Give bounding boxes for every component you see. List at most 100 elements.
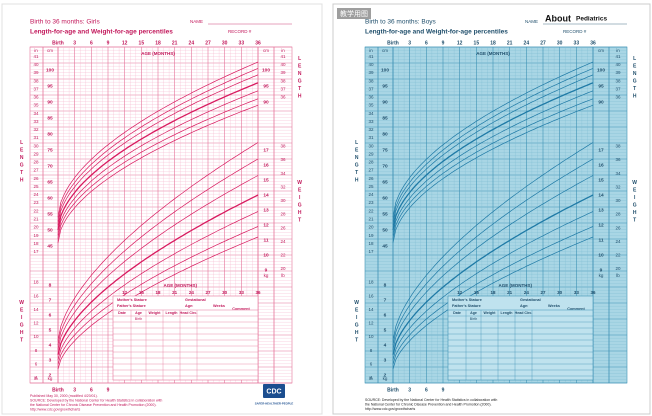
age-tick-label: 15 bbox=[139, 290, 145, 295]
length-axis-label: LENGTH bbox=[354, 140, 360, 185]
age-tick-label: 18 bbox=[490, 40, 496, 46]
age-axis-label: AGE (MONTHS) bbox=[163, 283, 197, 288]
weight-kg-label: 2 bbox=[49, 372, 52, 378]
age-tick-label: Birth bbox=[387, 387, 399, 393]
name-label: NAME bbox=[525, 19, 538, 24]
weight-kg-label: 9 bbox=[265, 267, 268, 273]
age-tick-label: 18 bbox=[155, 40, 161, 46]
length-in-label: 31 bbox=[33, 135, 39, 140]
length-in-label: 17 bbox=[368, 249, 374, 254]
age-tick-label: 6 bbox=[425, 387, 428, 393]
length-in-label: 24 bbox=[33, 192, 39, 197]
table-label: Gestational bbox=[185, 298, 206, 302]
table-label: Comment bbox=[232, 307, 250, 311]
length-cm-label: 60 bbox=[382, 195, 388, 201]
age-tick-label: 30 bbox=[222, 40, 228, 46]
age-tick-label: 12 bbox=[122, 40, 128, 46]
table-column-header: Date bbox=[453, 311, 461, 315]
title: Birth to 36 months: Boys bbox=[365, 19, 437, 26]
length-in-label: 33 bbox=[33, 119, 39, 124]
weight-lb-label: 6 bbox=[35, 361, 38, 366]
weight-lb-label: 34 bbox=[280, 171, 286, 176]
weight-lb-label: 20 bbox=[615, 266, 621, 271]
weight-axis-label: WEIGHT bbox=[354, 300, 360, 345]
length-cm-label: 65 bbox=[47, 179, 53, 185]
table-column-header: Age bbox=[135, 311, 142, 315]
percentile-curve bbox=[57, 74, 259, 226]
length-in-label: 41 bbox=[280, 54, 286, 59]
length-cm-label: 95 bbox=[263, 83, 269, 89]
age-tick-label: 18 bbox=[490, 290, 496, 295]
age-tick-label: 21 bbox=[507, 290, 513, 295]
weight-lb-label: 36 bbox=[280, 157, 286, 162]
unit-label: in bbox=[616, 48, 620, 53]
weight-kg-label: 17 bbox=[263, 147, 269, 153]
table-label: Age: bbox=[520, 304, 528, 308]
weight-kg-label: 10 bbox=[598, 252, 604, 258]
weight-kg-label: 3 bbox=[384, 357, 387, 363]
age-tick-label: 33 bbox=[239, 40, 245, 46]
weight-lb-label: 24 bbox=[280, 239, 286, 244]
unit-label: kg bbox=[264, 273, 269, 278]
age-tick-label: 3 bbox=[408, 40, 411, 46]
weight-lb-label: 18 bbox=[368, 280, 374, 285]
age-tick-label: 30 bbox=[557, 290, 563, 295]
age-tick-label: 21 bbox=[507, 40, 513, 46]
length-in-label: 21 bbox=[33, 216, 39, 221]
percentile-curve bbox=[57, 61, 259, 218]
length-in-label: 31 bbox=[368, 135, 374, 140]
percentile-curve bbox=[392, 104, 594, 243]
length-in-label: 25 bbox=[368, 184, 374, 189]
footnote: SOURCE: Developed by the National Center… bbox=[365, 398, 497, 402]
weight-lb-label: 14 bbox=[368, 307, 374, 312]
cdc-logo-text: CDC bbox=[266, 388, 281, 395]
length-in-label: 40 bbox=[33, 62, 39, 67]
footnote: Published May 30, 2000 (modified 4/20/01… bbox=[30, 394, 98, 398]
length-in-label: 35 bbox=[368, 103, 374, 108]
length-cm-label: 45 bbox=[47, 243, 53, 249]
length-cm-label: 85 bbox=[47, 115, 53, 121]
length-in-label: 38 bbox=[368, 78, 374, 83]
age-tick-label: 30 bbox=[222, 290, 228, 295]
name-label: NAME bbox=[190, 19, 203, 24]
length-cm-label: 70 bbox=[382, 163, 388, 169]
percentile-curve bbox=[57, 98, 259, 239]
age-tick-label: 9 bbox=[107, 387, 110, 393]
subtitle: Length-for-age and Weight-for-age percen… bbox=[30, 29, 173, 36]
age-tick-label: 15 bbox=[474, 40, 480, 46]
cdc-logo-sub: SAFER·HEALTHIER·PEOPLE bbox=[255, 402, 294, 406]
age-tick-label: 6 bbox=[90, 387, 93, 393]
weight-axis-label: WEIGHT bbox=[632, 180, 638, 225]
length-in-label: 20 bbox=[33, 225, 39, 230]
length-in-label: 36 bbox=[615, 95, 621, 100]
length-in-label: 18 bbox=[33, 241, 39, 246]
percentile-curve bbox=[392, 98, 594, 239]
unit-label: in bbox=[369, 48, 373, 53]
length-in-label: 34 bbox=[33, 111, 39, 116]
length-in-label: 30 bbox=[368, 143, 374, 148]
age-tick-label: Birth bbox=[52, 387, 64, 393]
age-tick-label: 21 bbox=[172, 40, 178, 46]
weight-lb-label: 8 bbox=[35, 348, 38, 353]
length-axis-label: LENGTH bbox=[297, 56, 303, 101]
logo-pediatrics: Pediatrics bbox=[576, 16, 607, 23]
table-column-header: Length bbox=[501, 311, 513, 315]
weight-lb-label: 12 bbox=[368, 321, 374, 326]
age-tick-label: 27 bbox=[205, 40, 211, 46]
length-in-label: 32 bbox=[33, 127, 39, 132]
weight-axis-label: WEIGHT bbox=[297, 180, 303, 225]
length-in-label: 37 bbox=[615, 86, 621, 91]
weight-kg-label: 17 bbox=[598, 147, 604, 153]
length-cm-label: 75 bbox=[382, 147, 388, 153]
age-tick-label: 36 bbox=[255, 290, 261, 295]
length-in-label: 29 bbox=[33, 151, 39, 156]
percentile-curve bbox=[57, 236, 259, 370]
percentile-curve bbox=[392, 68, 594, 222]
weight-kg-label: 12 bbox=[263, 222, 269, 228]
length-cm-label: 90 bbox=[263, 99, 269, 105]
weight-kg-label: 12 bbox=[598, 222, 604, 228]
age-tick-label: 6 bbox=[425, 40, 428, 46]
unit-label: kg bbox=[599, 273, 604, 278]
weight-lb-label: 32 bbox=[280, 184, 286, 189]
length-cm-label: 55 bbox=[47, 211, 53, 217]
